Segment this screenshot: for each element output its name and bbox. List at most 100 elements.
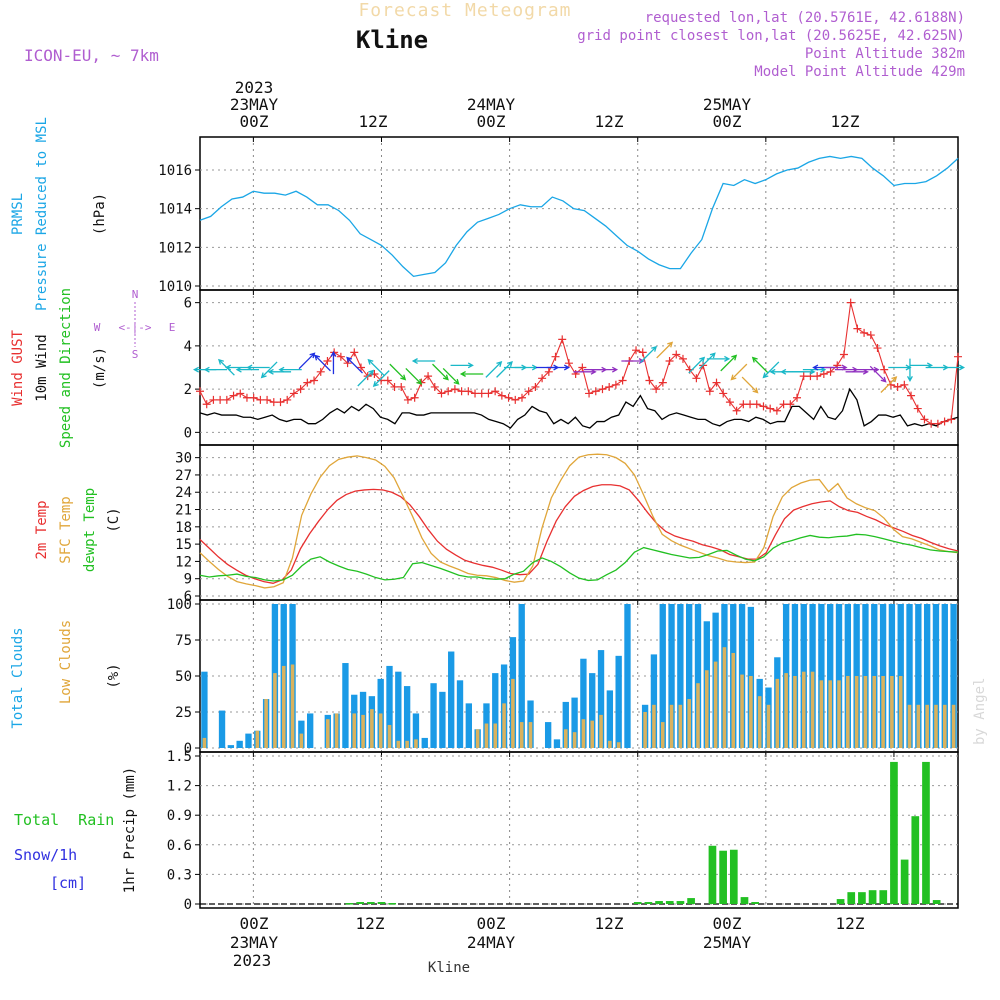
- total-cloud-bar: [580, 658, 587, 748]
- precip-frame: [199, 751, 959, 909]
- low-cloud-bar: [757, 696, 762, 748]
- bottom-hour-5: 00Z: [713, 914, 742, 933]
- bottom-hour-2: 12Z: [356, 914, 385, 933]
- low-cloud-bar: [564, 729, 568, 748]
- wind-gust-marker: [491, 387, 500, 396]
- top-day-1: 23MAY: [230, 95, 279, 114]
- temp-line-0: [199, 484, 959, 584]
- clouds-ytick-label: 0: [184, 741, 192, 757]
- wind-ytick-label: 6: [184, 296, 192, 312]
- compass-legend: W <-|-> E N S: [94, 288, 176, 361]
- rain-bar: [377, 902, 386, 904]
- low-cloud-bar: [766, 704, 771, 748]
- precip-labels: Total Rain Snow/1h [cm] 1hr Precip (mm): [14, 767, 138, 893]
- total-cloud-bar: [518, 604, 525, 748]
- low-cloud-bar: [290, 664, 295, 748]
- wind-gust-marker: [920, 415, 929, 424]
- total-cloud-bar: [589, 673, 596, 748]
- low-cloud-bar: [590, 720, 594, 748]
- wind-labels: Wind GUST 10m Wind Speed and Direction (…: [10, 288, 175, 448]
- rain-bar: [388, 903, 397, 905]
- wind-gust-marker: [880, 365, 889, 374]
- low-cloud-bar: [916, 704, 921, 748]
- low-cloud-bar: [378, 713, 383, 748]
- total-cloud-bar: [615, 655, 622, 748]
- low-cloud-bar: [713, 661, 718, 748]
- wind-gust-marker: [517, 393, 526, 402]
- wind-gust-marker: [236, 389, 245, 398]
- wind-direction-arrow: [706, 355, 731, 362]
- low-cloud-bar: [361, 714, 365, 748]
- wind-gust-marker: [658, 378, 667, 387]
- low-cloud-bar: [493, 723, 498, 748]
- wind-direction-arrow: [314, 354, 331, 372]
- low-cloud-bar: [810, 671, 815, 748]
- temperature-ytick-label: 18: [175, 520, 192, 536]
- total-cloud-bar: [835, 604, 843, 748]
- wind-direction-arrow: [225, 364, 249, 371]
- rain-bar: [868, 890, 877, 904]
- low-cloud-bar: [581, 719, 586, 748]
- low-cloud-bar: [572, 732, 577, 748]
- top-hour-2: 12Z: [359, 112, 388, 131]
- wind-gust-marker: [558, 335, 567, 344]
- wind-gust-marker: [913, 404, 922, 413]
- total-cloud-bar: [941, 604, 948, 748]
- wind-direction-arrow: [405, 367, 423, 385]
- rain-bar: [644, 902, 653, 904]
- wind-direction-arrow: [546, 364, 571, 371]
- wind-gust-marker: [652, 385, 661, 394]
- top-hour-3: 00Z: [477, 112, 506, 131]
- wind-direction-arrow: [346, 356, 363, 374]
- low-cloud-bar: [599, 714, 603, 748]
- bottom-hour-6: 12Z: [836, 914, 865, 933]
- wind-gust-marker: [484, 389, 493, 398]
- wind-direction-arrow: [298, 352, 316, 370]
- low-cloud-bar: [475, 729, 480, 748]
- low-cloud-bar: [907, 704, 912, 748]
- pressure-line: [199, 155, 959, 278]
- top-day-3: 25MAY: [703, 95, 752, 114]
- bottom-year: 2023: [233, 951, 272, 970]
- wind-gust-marker: [551, 352, 560, 361]
- rain-bar: [740, 897, 749, 904]
- low-cloud-bar: [669, 704, 674, 748]
- wind-gust-marker: [940, 417, 949, 426]
- compass-w: W: [94, 321, 101, 334]
- panels: 1010101210141016024669121518212427300255…: [158, 136, 966, 913]
- rain-bar: [708, 845, 717, 904]
- rain-bar: [751, 902, 759, 904]
- requested-coords: requested lon,lat (20.5761E, 42.6188N): [645, 10, 965, 26]
- total-cloud-bar: [818, 604, 825, 748]
- wind-gust-marker: [585, 389, 594, 398]
- wind-gust-marker: [605, 382, 614, 391]
- wind-direction-arrow: [869, 365, 887, 383]
- wind-gust-marker: [618, 376, 627, 385]
- temperature-ytick-label: 12: [175, 554, 192, 570]
- wind-direction-arrow: [459, 371, 484, 377]
- total-cloud-bar: [597, 650, 605, 748]
- wind-direction-arrow: [246, 364, 270, 371]
- wind-gust-marker: [739, 400, 748, 409]
- cloud-label-unit: (%): [106, 663, 122, 688]
- panel-wind: 0 2 4 6: [184, 289, 966, 446]
- wind-gust-marker: [678, 354, 687, 363]
- low-cloud-bar: [616, 742, 621, 748]
- total-cloud-bar: [544, 722, 552, 748]
- pressure-ytick-label: 1012: [158, 240, 192, 256]
- rain-bar: [836, 899, 845, 904]
- faded-title: Forecast Meteogram: [358, 0, 571, 21]
- wind-direction-arrow: [278, 366, 302, 373]
- low-cloud-bar: [352, 713, 357, 748]
- total-cloud-bar: [650, 654, 658, 748]
- wind-gust-marker: [752, 400, 761, 409]
- wind-gust-marker: [907, 391, 916, 400]
- temp-label-sfc: SFC Temp: [58, 496, 74, 563]
- wind-gust-marker: [725, 398, 734, 407]
- total-cloud-bar: [227, 745, 235, 748]
- low-cloud-bar: [846, 676, 850, 748]
- wind-gust-marker: [457, 387, 466, 396]
- wind-gust-marker: [819, 369, 828, 378]
- wind-gust-marker: [793, 393, 802, 402]
